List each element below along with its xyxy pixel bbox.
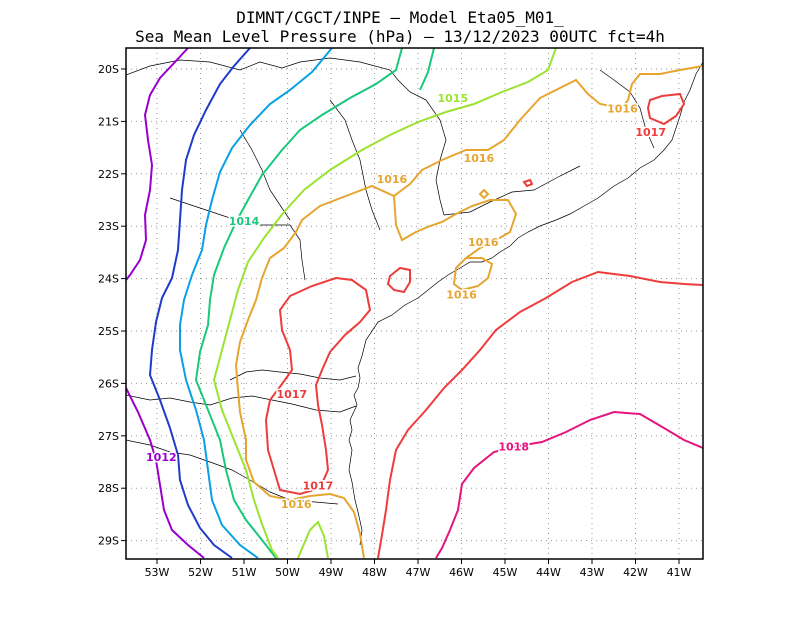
isobar-1015-b <box>297 520 329 559</box>
isobar-label: 1016 <box>464 152 495 165</box>
y-tick-label: 22S <box>98 168 119 181</box>
x-tick-label: 52W <box>188 566 213 579</box>
isobar-label: 1017 <box>277 388 308 401</box>
isobar-label: 1017 <box>635 126 666 139</box>
y-tick-label: 26S <box>98 377 119 390</box>
y-tick-label: 23S <box>98 220 119 233</box>
x-tick-label: 44W <box>536 566 561 579</box>
isobar-label: 1016 <box>281 498 312 511</box>
inland-border-4 <box>443 165 581 216</box>
y-tick-label: 25S <box>98 325 119 338</box>
isobar-label: 1016 <box>607 102 638 115</box>
x-tick-label: 49W <box>319 566 344 579</box>
isobar-1016 <box>234 65 703 559</box>
inland-border-5 <box>599 69 655 149</box>
isobar-1015 <box>212 48 557 559</box>
x-tick-label: 50W <box>275 566 300 579</box>
x-tick-label: 45W <box>493 566 518 579</box>
x-tick-label: 48W <box>362 566 387 579</box>
inland-border-7 <box>329 99 381 231</box>
axis-ticks: 53W 52W 51W 50W 49W 48W 47W 46W 45W 44W 43W 42W 41W 2… <box>98 63 692 579</box>
isobar-label: 1016 <box>468 236 499 249</box>
isobar-1016-small <box>478 188 490 200</box>
x-tick-label: 41W <box>667 566 692 579</box>
isobar-label: 1016 <box>446 288 477 301</box>
isobar-1013 <box>148 48 251 559</box>
isobar-1012-b <box>126 387 205 559</box>
isobar-1018 <box>435 410 703 559</box>
x-tick-label: 53W <box>145 566 170 579</box>
rs-sc-border <box>126 439 339 505</box>
isobar-1013-light <box>179 48 333 559</box>
coastline <box>348 61 703 546</box>
isobar-1017-east <box>377 270 703 559</box>
x-tick-label: 42W <box>623 566 648 579</box>
x-tick-label: 51W <box>232 566 257 579</box>
inland-border-1 <box>126 57 427 101</box>
y-tick-label: 29S <box>98 535 119 548</box>
y-tick-label: 21S <box>98 115 119 128</box>
isobar-label: 1018 <box>498 440 529 453</box>
y-tick-label: 20S <box>98 63 119 76</box>
isobar-1017-ne <box>646 92 686 126</box>
x-tick-label: 43W <box>580 566 605 579</box>
isobar-label: 1015 <box>437 92 468 105</box>
map-title-line1: DIMNT/CGCT/INPE – Model Eta05_M01_ <box>236 8 564 27</box>
plot-frame <box>125 47 704 560</box>
sao-paulo-border <box>229 369 357 381</box>
coastline-and-borders <box>126 57 703 546</box>
map-title-line2: Sea Mean Level Pressure (hPa) – 13/12/20… <box>135 27 665 46</box>
x-tick-label: 47W <box>406 566 431 579</box>
isobar-1012-a <box>126 48 189 281</box>
isobar-label: 1012 <box>146 451 177 464</box>
y-tick-label: 28S <box>98 482 119 495</box>
isobar-label: 1014 <box>229 215 260 228</box>
y-tick-label: 27S <box>98 430 119 443</box>
y-tick-label: 24S <box>98 273 119 286</box>
lat-lon-grid <box>126 48 703 559</box>
isobar-1017-west <box>264 276 372 496</box>
isobar-label: 1017 <box>303 480 334 493</box>
x-tick-label: 46W <box>449 566 474 579</box>
isobar-1014-top <box>419 48 435 91</box>
inland-border-6 <box>239 129 291 221</box>
isobar-1017-island <box>386 266 411 294</box>
isobar-1014 <box>194 48 403 559</box>
isobar-1017-tiny <box>522 178 534 188</box>
contour-labels: 1012101410151015101610161016101610161016… <box>145 90 668 512</box>
isobar-label: 1016 <box>377 173 408 186</box>
